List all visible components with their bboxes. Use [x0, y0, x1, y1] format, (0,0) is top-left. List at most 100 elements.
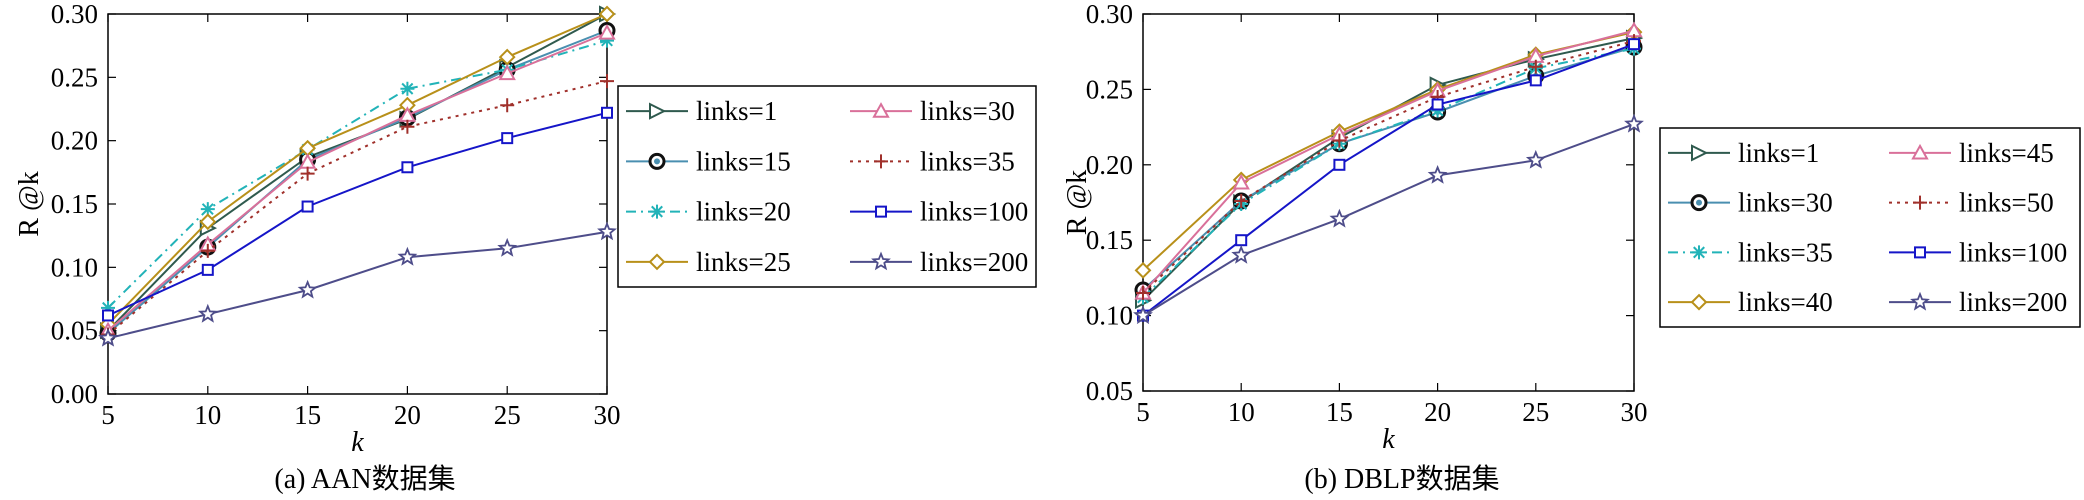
data-point [197, 303, 218, 323]
y-axis-label: R @k [14, 171, 45, 236]
legend: links=1 links=30 links=35 links=40 links=45 l… [1659, 127, 2081, 328]
legend-item-links-30: links=30 [1668, 188, 1833, 218]
legend-marker [650, 204, 664, 219]
series-links-45 [1134, 21, 1643, 300]
data-point [1134, 261, 1152, 279]
series-line [1142, 43, 1635, 317]
x-tick-label: 20 [1424, 397, 1451, 427]
data-point [1329, 208, 1350, 228]
legend-item-links-30: links=30 [850, 96, 1015, 126]
legend-marker [1910, 291, 1930, 311]
legend-marker [871, 251, 891, 271]
series-line [1142, 46, 1635, 291]
plot-frame [1142, 13, 1635, 392]
legend-item-links-1: links=1 [626, 96, 777, 126]
legend-marker [649, 102, 667, 120]
x-tick-label: 5 [101, 400, 115, 430]
x-tick-label: 25 [494, 400, 521, 430]
y-tick-label: 0.30 [1086, 0, 1133, 29]
y-tick-label: 0.05 [1086, 376, 1133, 406]
caption-aan: (a) AAN数据集 [274, 463, 455, 495]
data-point [1234, 193, 1249, 208]
legend-marker [1690, 194, 1708, 212]
legend-marker [872, 102, 890, 118]
series-links-200 [98, 221, 617, 347]
series-line [107, 29, 608, 334]
legend-label: links=45 [1959, 138, 2054, 168]
legend-item-links-100: links=100 [850, 197, 1028, 227]
legend-label: links=20 [696, 197, 791, 227]
series-line [107, 32, 608, 332]
data-point [500, 98, 515, 113]
legend-item-links-15: links=15 [626, 146, 791, 176]
legend-label: links=35 [920, 146, 1015, 176]
legend-label: links=15 [696, 146, 791, 176]
data-point [200, 243, 215, 258]
legend-item-links-25: links=25 [626, 247, 791, 277]
data-point [598, 5, 616, 23]
data-point [1624, 113, 1644, 133]
y-tick-label: 0.30 [51, 0, 98, 29]
legend-label: links=25 [696, 247, 791, 277]
series-links-15 [99, 21, 616, 342]
data-point [1427, 165, 1448, 184]
data-point [300, 166, 315, 181]
legend-label: links=50 [1959, 188, 2054, 218]
data-point [98, 327, 118, 347]
legend-label: links=30 [1738, 188, 1833, 218]
series-line [1142, 47, 1635, 299]
x-tick-label: 25 [1522, 397, 1549, 427]
data-point [598, 23, 616, 40]
data-point [597, 221, 617, 241]
legend-box [617, 85, 1037, 288]
legend-box [1659, 127, 2081, 328]
data-point [200, 202, 215, 217]
data-point [1528, 59, 1543, 74]
data-point [101, 300, 115, 315]
data-point [301, 200, 314, 213]
series-links-35 [101, 74, 614, 342]
data-point [1628, 38, 1640, 51]
y-tick-label: 0.00 [51, 379, 98, 409]
legend-label: links=200 [920, 247, 1028, 277]
y-tick-label: 0.15 [1086, 225, 1133, 255]
y-tick-label: 0.20 [51, 126, 98, 156]
legend-marker [648, 253, 666, 271]
legend-marker [1913, 195, 1927, 210]
series-links-50 [1136, 34, 1641, 300]
marker-core [1696, 199, 1702, 206]
data-point [102, 309, 114, 322]
y-tick-label: 0.15 [51, 189, 98, 219]
data-point [397, 246, 418, 266]
plot-frame [107, 13, 608, 395]
series-line [107, 13, 608, 332]
y-tick-label: 0.25 [1086, 74, 1133, 104]
legend-label: links=40 [1738, 287, 1833, 317]
caption-dblp: (b) DBLP数据集 [1304, 463, 1499, 495]
series-line [107, 13, 608, 325]
data-point [1133, 305, 1153, 325]
data-point [600, 33, 614, 48]
data-point [400, 81, 415, 96]
legend-label: links=100 [1959, 237, 2067, 267]
series-links-100 [1137, 38, 1640, 322]
data-point [601, 106, 613, 119]
x-axis-label: k [1382, 424, 1395, 455]
data-point [1333, 158, 1346, 171]
x-tick-label: 10 [1228, 397, 1255, 427]
x-tick-label: 15 [1326, 397, 1353, 427]
legend-marker [1691, 144, 1709, 162]
data-point [400, 119, 415, 134]
data-point [1231, 244, 1252, 264]
legend-marker [875, 205, 887, 218]
data-point [1431, 98, 1444, 111]
series-line [107, 111, 608, 317]
data-point [1332, 133, 1347, 148]
data-point [297, 279, 318, 299]
data-point [497, 237, 518, 257]
series-line [1142, 40, 1635, 294]
legend-item-links-35: links=35 [1668, 237, 1833, 267]
y-tick-label: 0.05 [51, 316, 98, 346]
marker-core [654, 158, 660, 165]
